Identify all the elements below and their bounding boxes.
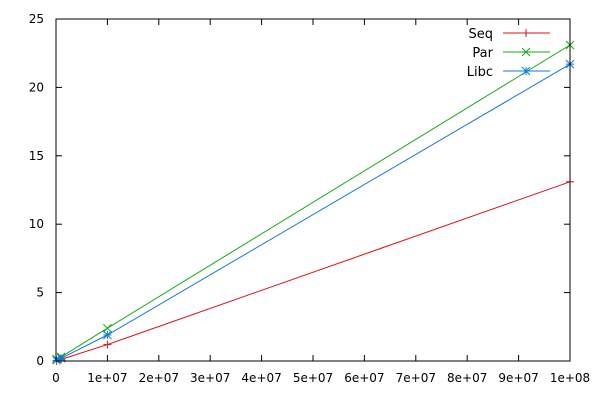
data-point-libc bbox=[52, 355, 61, 365]
x-tick-label: 6e+07 bbox=[344, 371, 384, 385]
y-tick-label: 5 bbox=[36, 286, 44, 300]
x-tick-label: 1e+07 bbox=[87, 371, 127, 385]
legend-label-seq: Seq bbox=[468, 27, 493, 42]
x-tick-label: 7e+07 bbox=[396, 371, 436, 385]
legend-label-par: Par bbox=[472, 46, 493, 61]
y-tick-label: 15 bbox=[29, 149, 44, 163]
data-point-libc bbox=[103, 330, 112, 340]
x-tick-label: 9e+07 bbox=[498, 371, 538, 385]
series-line-seq bbox=[56, 181, 571, 362]
x-tick-label: 1e+08 bbox=[550, 371, 590, 385]
data-point-par bbox=[103, 323, 112, 333]
legend-marker-seq bbox=[522, 29, 530, 37]
legend-marker-libc bbox=[521, 66, 531, 76]
data-point-seq bbox=[103, 340, 112, 349]
x-tick-label: 3e+07 bbox=[190, 371, 230, 385]
y-tick-label: 25 bbox=[29, 12, 44, 26]
legend: Seq Par Libc bbox=[467, 27, 550, 80]
series-line-libc bbox=[56, 63, 571, 361]
x-tick-label: 0 bbox=[52, 371, 60, 385]
legend-label-libc: Libc bbox=[467, 65, 493, 80]
y-tick-label: 0 bbox=[36, 354, 44, 368]
x-tick-label: 4e+07 bbox=[241, 371, 281, 385]
x-tick-label: 2e+07 bbox=[139, 371, 179, 385]
series-line-par bbox=[56, 44, 571, 360]
x-tick-label: 8e+07 bbox=[447, 371, 487, 385]
x-tick-label: 5e+07 bbox=[293, 371, 333, 385]
ticks-layer: 0 1e+07 2e+07 3e+07 4e+07 5e+07 6e+07 7e+07 8e+0… bbox=[29, 12, 590, 385]
legend-marker-par bbox=[521, 47, 531, 57]
series-layer bbox=[52, 40, 575, 365]
y-tick-label: 20 bbox=[29, 80, 44, 94]
y-tick-label: 10 bbox=[29, 217, 44, 231]
plot-frame bbox=[55, 18, 571, 362]
